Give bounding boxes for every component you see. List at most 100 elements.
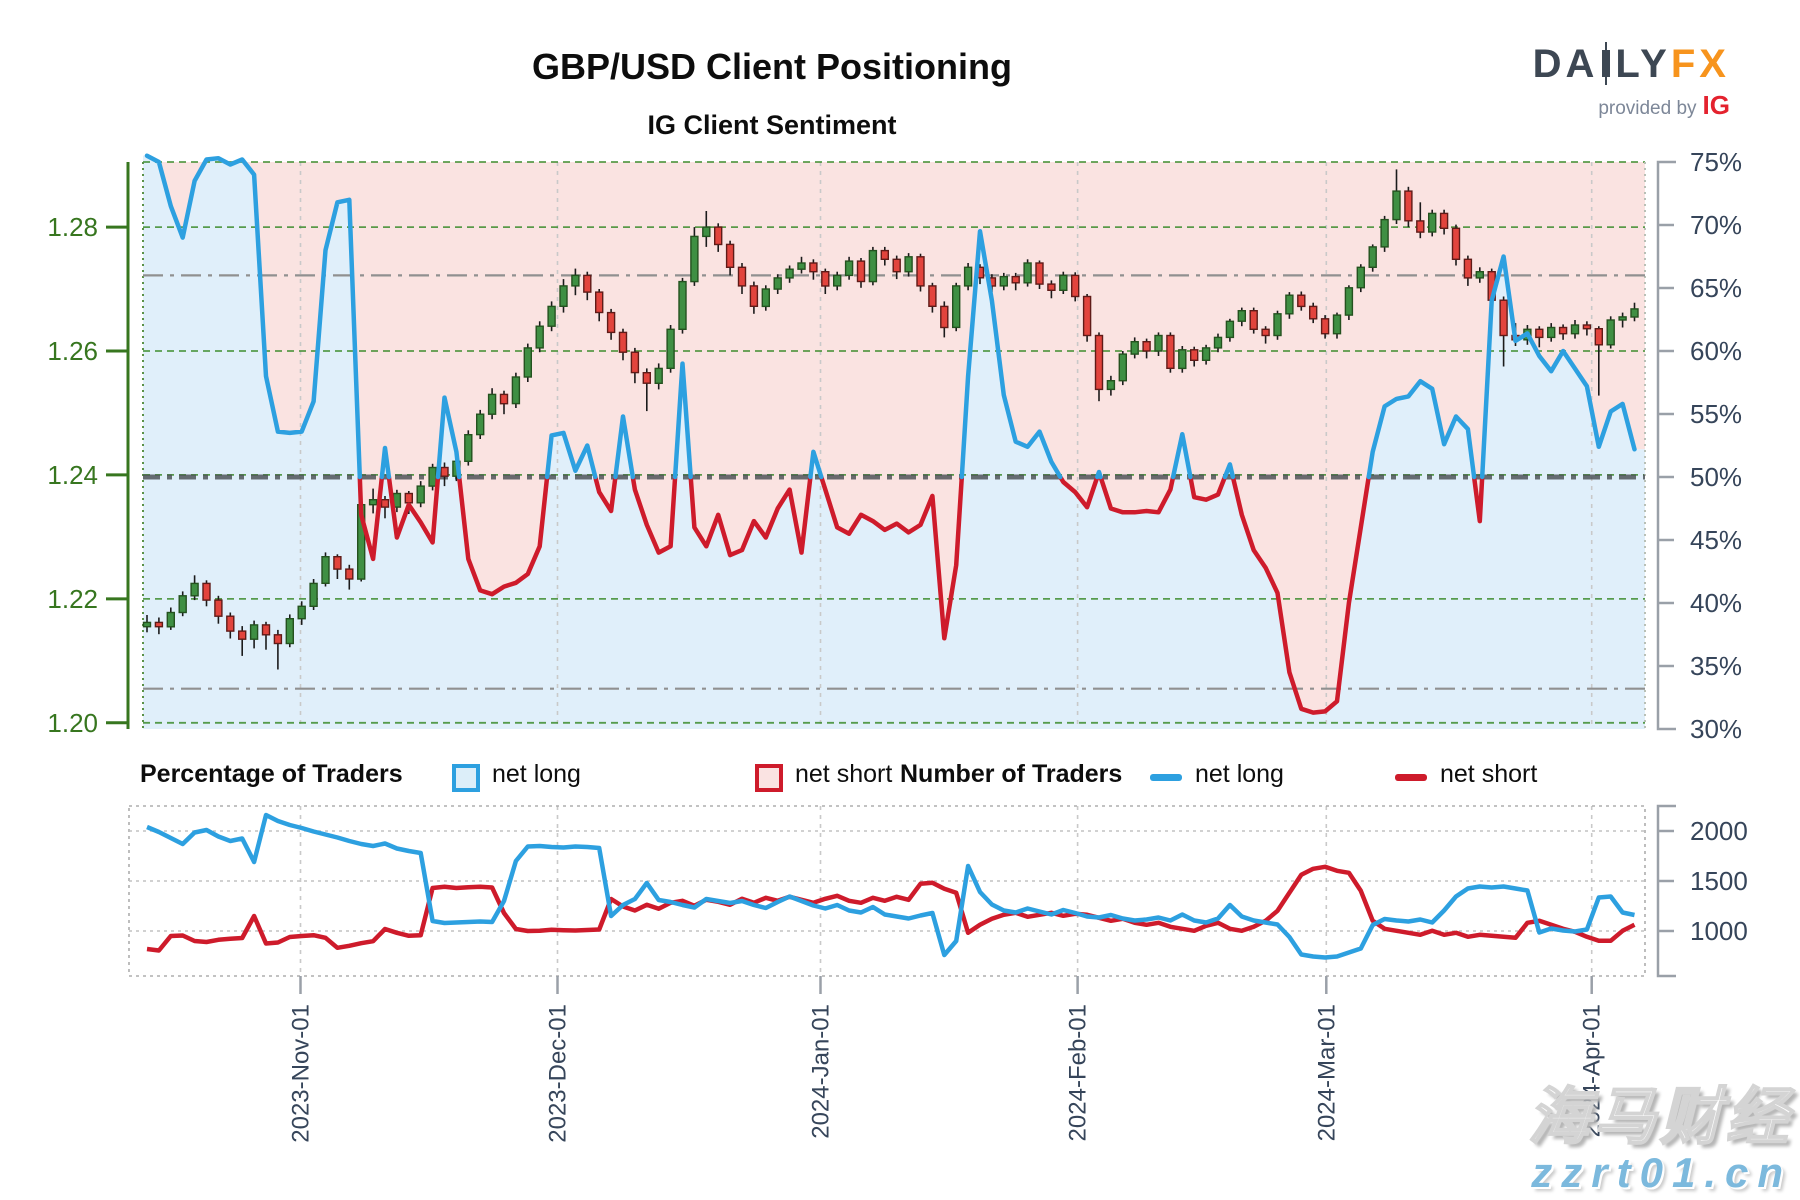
candle [368, 499, 378, 506]
watermark-cn: 海马财经 [1527, 1083, 1792, 1152]
candle [178, 595, 187, 614]
candle [1201, 347, 1211, 361]
candle [261, 624, 271, 636]
candle [511, 376, 521, 405]
candle [1356, 266, 1366, 289]
percent-tick-label: 30% [1690, 714, 1742, 744]
candle [583, 274, 592, 293]
candle [1166, 334, 1175, 369]
percent-tick-label: 35% [1690, 651, 1742, 681]
x-axis-label: 2024-Apr-01 [1579, 1004, 1606, 1137]
candle [630, 351, 640, 374]
candle [154, 621, 164, 628]
brand-ly: LY [1615, 42, 1671, 86]
candle [1546, 326, 1556, 339]
candle [1499, 299, 1508, 337]
candle [380, 499, 390, 508]
candle [1558, 326, 1568, 335]
ig-logo: IG [1702, 90, 1730, 120]
candle [1594, 328, 1604, 346]
page-title: GBP/USD Client Positioning [531, 46, 1013, 87]
percent-tick-label: 50% [1690, 462, 1742, 492]
candle [1059, 274, 1068, 291]
price-tick-label: 1.20 [47, 708, 98, 738]
candle [928, 285, 937, 307]
sentiment-line [144, 153, 1637, 715]
candle [345, 568, 354, 580]
candle [880, 249, 889, 261]
candle [916, 256, 925, 287]
percent-tick-label: 75% [1690, 147, 1742, 177]
candle [761, 288, 770, 308]
candle [1047, 283, 1056, 292]
candle [476, 413, 485, 436]
candle [666, 328, 675, 369]
candle [1427, 212, 1437, 233]
candle [1570, 324, 1580, 335]
candle [1106, 380, 1116, 391]
candle [226, 615, 235, 632]
count-tick-label: 2000 [1690, 816, 1748, 846]
candle [868, 249, 878, 283]
candle [1154, 334, 1163, 352]
candle [1380, 218, 1389, 248]
candle [844, 260, 854, 277]
x-axis-label: 2023-Dec-01 [545, 1004, 572, 1143]
candle [714, 226, 723, 246]
count-tick-label: 1000 [1690, 916, 1748, 946]
candle [404, 492, 413, 504]
candle [1451, 227, 1461, 261]
candle [1475, 271, 1485, 279]
sentiment-reference-lines [143, 274, 1645, 690]
candle [535, 325, 544, 349]
candle [904, 256, 913, 273]
candle [749, 285, 759, 307]
candle [606, 311, 616, 334]
candle [1035, 262, 1044, 285]
candle [1416, 220, 1425, 233]
count-tick-label: 1500 [1690, 866, 1748, 896]
candle [725, 243, 735, 268]
candle [1618, 316, 1627, 321]
candle [1344, 287, 1354, 316]
candle [821, 271, 830, 287]
dailyfx-wordmark: DA LYFX [1532, 42, 1730, 86]
candle [1094, 334, 1104, 391]
candle [214, 599, 223, 617]
sentiment-fills [143, 155, 1645, 729]
chart-subtitle: IG Client Sentiment [647, 110, 897, 140]
candle [1070, 274, 1080, 298]
price-tick-label: 1.24 [47, 460, 98, 490]
candle [1261, 328, 1270, 337]
candle [1178, 349, 1187, 370]
price-tick-label: 1.26 [47, 336, 98, 366]
price-tick-label: 1.28 [47, 212, 98, 242]
candle [1582, 324, 1592, 330]
traders-chart-frame [128, 805, 1646, 977]
candle [1285, 294, 1294, 315]
candle [809, 262, 818, 273]
candle [487, 393, 497, 415]
candle [142, 621, 152, 628]
candle [1118, 353, 1128, 382]
candle [547, 305, 556, 327]
candle [333, 556, 342, 570]
candle [1606, 319, 1615, 346]
candle [595, 291, 604, 314]
percent-tick-label: 70% [1690, 210, 1742, 240]
candle [690, 235, 699, 283]
price-axis: 1.20 1.22 1.24 1.26 1.28 [47, 162, 130, 738]
candle [1535, 328, 1544, 339]
candle [892, 258, 901, 273]
watermark-url: zzrt01.cn [1531, 1149, 1792, 1196]
candle [1213, 336, 1223, 349]
candle [1130, 341, 1139, 355]
candle [797, 262, 806, 270]
brand-da: DA [1532, 42, 1599, 86]
provided-by: provided by IG [1533, 90, 1730, 121]
candle [833, 274, 842, 287]
traders-net-short-line [146, 864, 1636, 953]
candle [1082, 295, 1092, 337]
candle [785, 268, 794, 279]
